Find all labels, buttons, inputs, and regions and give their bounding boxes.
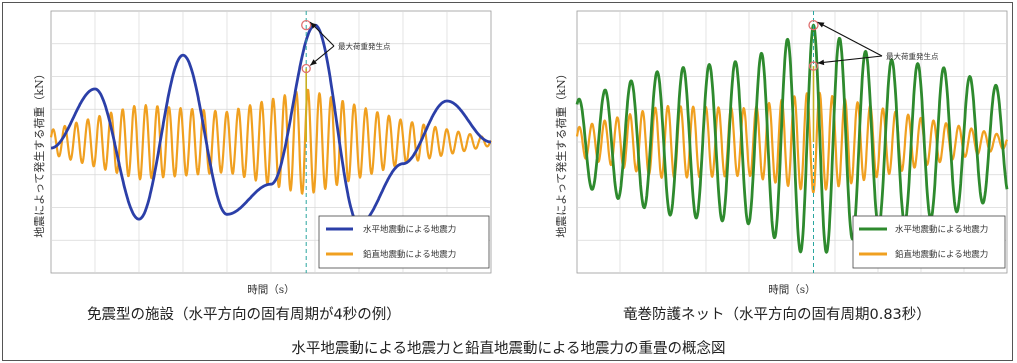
chart-left: 地震によって発生する荷重（kN） 最大荷重発生点 水平地震動による地震力 鉛直地…	[32, 10, 492, 296]
annotation-arrow-head	[817, 22, 825, 28]
plot-area-left: 最大荷重発生点 水平地震動による地震力 鉛直地震動による地震力	[49, 10, 492, 274]
series-horizontal	[50, 23, 492, 226]
peak-marker-combined	[808, 61, 819, 71]
annotation-arrow-line	[817, 55, 883, 64]
legend: 水平地震動による地震力 鉛直地震動による地震力	[852, 215, 1006, 269]
series-horizontal	[575, 23, 1009, 254]
annotation-arrow-head	[817, 59, 825, 66]
plot-area-right: 最大荷重発生点 水平地震動による地震力 鉛直地震動による地震力	[575, 10, 1009, 274]
legend-box	[318, 215, 490, 269]
caption-right: 竜巻防護ネット（水平方向の固有周期0.83秒）	[623, 307, 931, 323]
annotation-group: 最大荷重発生点	[817, 21, 939, 66]
legend-label-vertical: 鉛直地震動による地震力	[363, 249, 456, 260]
chart-right: 地震によって発生する荷重（kN） 最大荷重発生点 水平地震動による地震力 鉛直地…	[554, 10, 1009, 296]
annotation-group: 最大荷重発生点	[309, 21, 391, 66]
x-axis-label: 時間（s）	[768, 284, 815, 296]
peak-markers	[808, 11, 819, 273]
annotation-arrow-head	[310, 59, 317, 66]
annotation-arrow-head	[310, 22, 317, 29]
series-vertical	[49, 88, 492, 195]
legend-box	[852, 215, 1006, 269]
y-axis-label-right: 地震によって発生する荷重（kN）	[554, 68, 568, 237]
legend-label-vertical: 鉛直地震動による地震力	[895, 249, 988, 260]
legend-label-horizontal: 水平地震動による地震力	[895, 224, 988, 235]
peak-markers	[301, 11, 312, 273]
peak-marker-horizontal	[808, 19, 819, 31]
y-axis-label-left: 地震によって発生する荷重（kN）	[32, 68, 46, 237]
legend-label-horizontal: 水平地震動による地震力	[363, 224, 456, 235]
annotation-text: 最大荷重発生点	[886, 51, 939, 61]
y-axis-label-text: 地震によって発生する荷重（kN）	[32, 68, 46, 237]
peak-marker-horizontal	[301, 19, 312, 31]
legend: 水平地震動による地震力 鉛直地震動による地震力	[318, 215, 490, 269]
figure-title: 水平地震動による地震力と鉛直地震動による地震力の重畳の概念図	[291, 341, 726, 357]
x-axis-label: 時間（s）	[247, 284, 294, 296]
annotation-text: 最大荷重発生点	[338, 41, 391, 51]
series-line-horizontal	[575, 23, 1009, 254]
caption-left: 免震型の施設（水平方向の固有周期が4秒の例）	[87, 307, 401, 323]
series-line-vertical	[49, 88, 492, 195]
series-line-horizontal	[50, 23, 492, 226]
y-axis-label-text: 地震によって発生する荷重（kN）	[554, 68, 568, 237]
peak-marker-combined	[301, 63, 311, 74]
annotation-arrow-line	[817, 21, 883, 57]
